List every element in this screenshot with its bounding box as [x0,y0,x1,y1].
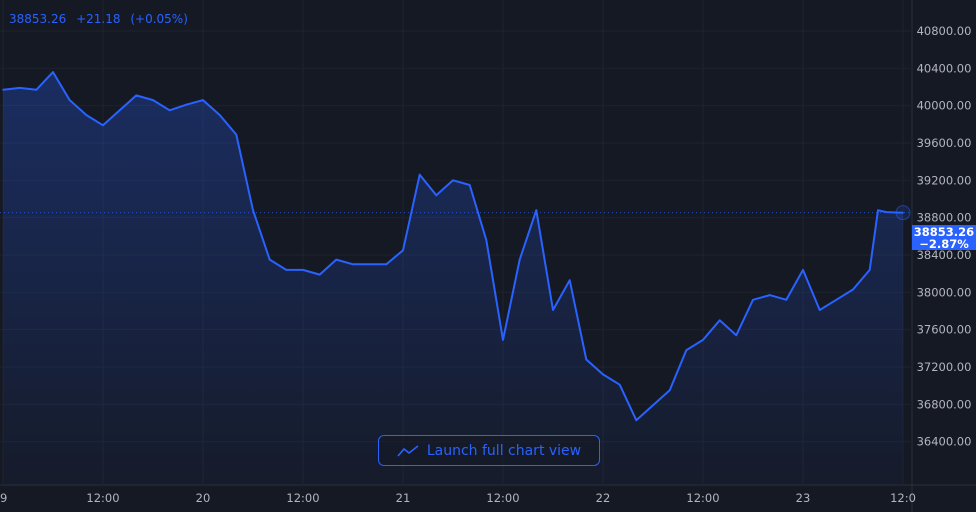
data-point [802,269,804,271]
y-tick-label: 40000.00 [917,99,972,113]
data-point [218,114,221,116]
chart-line-icon [397,444,419,457]
data-point [285,269,288,271]
data-point [902,211,904,214]
data-point [235,133,238,136]
last-price: 38853.26 [913,224,975,239]
data-point [618,383,621,386]
data-point [518,258,521,261]
data-point [135,94,138,97]
y-tick-label: 39200.00 [917,173,972,187]
data-point [485,239,488,241]
data-point [18,87,21,89]
data-point [418,173,421,176]
y-tick-label: 36800.00 [917,397,972,411]
data-point [568,279,571,281]
data-point [702,339,704,341]
last-point-marker [895,205,911,221]
x-tick-label: 12:00 [486,491,519,505]
x-tick-label: 23 [796,491,811,505]
data-point [335,258,338,261]
data-point [102,124,104,127]
data-point [535,209,538,211]
data-point [268,258,271,261]
data-point [185,103,188,106]
area-fill [3,72,903,485]
header-price: 38853.26 [9,12,67,26]
y-tick-label: 36400.00 [917,435,972,449]
symbol-header: 38853.26 +21.18 (+0.05%) [9,12,194,26]
price-line [2,71,904,422]
y-tick-label: 37200.00 [917,360,972,374]
data-point [468,184,471,186]
data-point [835,298,838,301]
data-point [202,99,204,101]
x-tick-label: 12:0 [890,491,916,505]
data-point [318,273,321,276]
x-tick-label: 21 [396,491,411,505]
x-tick-label: 20 [196,491,211,505]
header-change-pct: (+0.05%) [130,12,188,26]
data-point [85,114,88,116]
data-point [768,294,771,296]
data-point [635,419,638,421]
header-change: +21.18 [76,12,121,26]
data-point [735,334,738,337]
data-point [302,269,304,271]
data-point [552,309,554,311]
data-point [152,99,154,101]
x-tick-label: 22 [596,491,611,505]
data-point [818,309,821,311]
y-tick-label: 38000.00 [917,285,972,299]
data-point [52,71,54,73]
data-point [402,249,404,252]
data-point [452,179,454,182]
data-point [68,99,71,101]
data-point [752,298,754,301]
last-price-label: 38853.26 −2.87% [912,225,976,250]
last-change-pct: −2.87% [919,236,969,251]
x-tick-label: 12:00 [286,491,319,505]
data-point [118,109,121,112]
data-point [385,263,388,266]
y-tick-label: 37600.00 [917,323,972,337]
y-tick-label: 40400.00 [917,61,972,75]
data-point [502,339,504,341]
data-point [35,88,38,91]
data-point [652,404,654,407]
data-point [885,211,888,213]
data-point [352,263,354,266]
data-point [368,263,371,266]
launch-label: Launch full chart view [426,442,582,459]
data-point [602,373,604,376]
launch-full-chart-button[interactable]: Launch full chart view [378,435,600,466]
data-point [2,88,4,91]
data-point [435,194,438,197]
data-point [685,349,688,351]
x-tick-label: 9 [0,491,7,505]
x-tick-label: 12:00 [86,491,119,505]
data-point [868,269,871,271]
data-point [718,319,721,322]
y-tick-label: 40800.00 [917,24,972,38]
data-point [785,298,788,301]
y-tick-label: 38400.00 [917,248,972,262]
data-point [585,358,588,361]
x-tick-label: 12:00 [686,491,719,505]
data-point [168,109,171,112]
data-point [852,288,854,291]
y-tick-label: 38800.00 [917,211,972,225]
y-tick-label: 39600.00 [917,136,972,150]
data-point [668,389,671,392]
data-point [877,209,879,211]
data-point [252,209,254,211]
